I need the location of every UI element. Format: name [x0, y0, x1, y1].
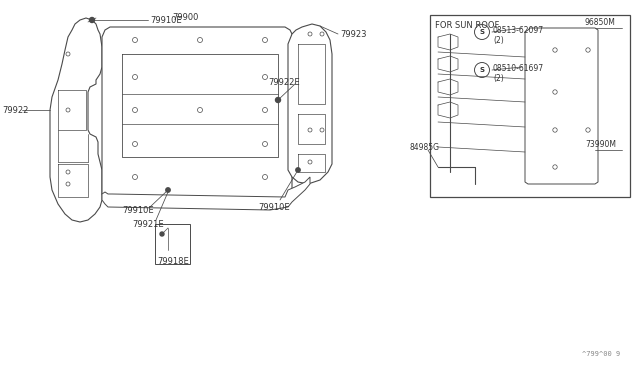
Polygon shape — [102, 27, 292, 204]
Text: 79910E: 79910E — [258, 202, 290, 212]
Text: (2): (2) — [493, 74, 504, 83]
Circle shape — [90, 17, 95, 22]
Text: 96850M: 96850M — [585, 17, 616, 26]
Text: ^799^00 9: ^799^00 9 — [582, 351, 620, 357]
Text: 73990M: 73990M — [585, 140, 616, 148]
Circle shape — [296, 168, 300, 172]
Circle shape — [275, 97, 280, 103]
Text: 79918E: 79918E — [157, 257, 189, 266]
Circle shape — [166, 188, 170, 192]
Bar — [155, 224, 190, 264]
Text: 79921E: 79921E — [132, 219, 164, 228]
Text: 84985G: 84985G — [410, 142, 440, 151]
Text: 79910E: 79910E — [122, 205, 154, 215]
Text: 79923: 79923 — [340, 29, 367, 38]
Text: 79922: 79922 — [2, 106, 28, 115]
Polygon shape — [288, 24, 332, 184]
Text: S: S — [479, 67, 484, 73]
Bar — [430, 15, 630, 197]
Polygon shape — [525, 28, 598, 184]
Polygon shape — [102, 177, 310, 210]
Polygon shape — [50, 18, 102, 222]
Text: 79922E: 79922E — [268, 77, 300, 87]
Text: (2): (2) — [493, 35, 504, 45]
Text: S: S — [479, 29, 484, 35]
Text: 08513-62097: 08513-62097 — [493, 26, 544, 35]
Circle shape — [160, 232, 164, 236]
Text: 79900: 79900 — [172, 13, 198, 22]
Text: 79910E: 79910E — [150, 16, 182, 25]
Text: FOR SUN ROOF: FOR SUN ROOF — [435, 20, 499, 29]
Text: 08510-61697: 08510-61697 — [493, 64, 544, 73]
